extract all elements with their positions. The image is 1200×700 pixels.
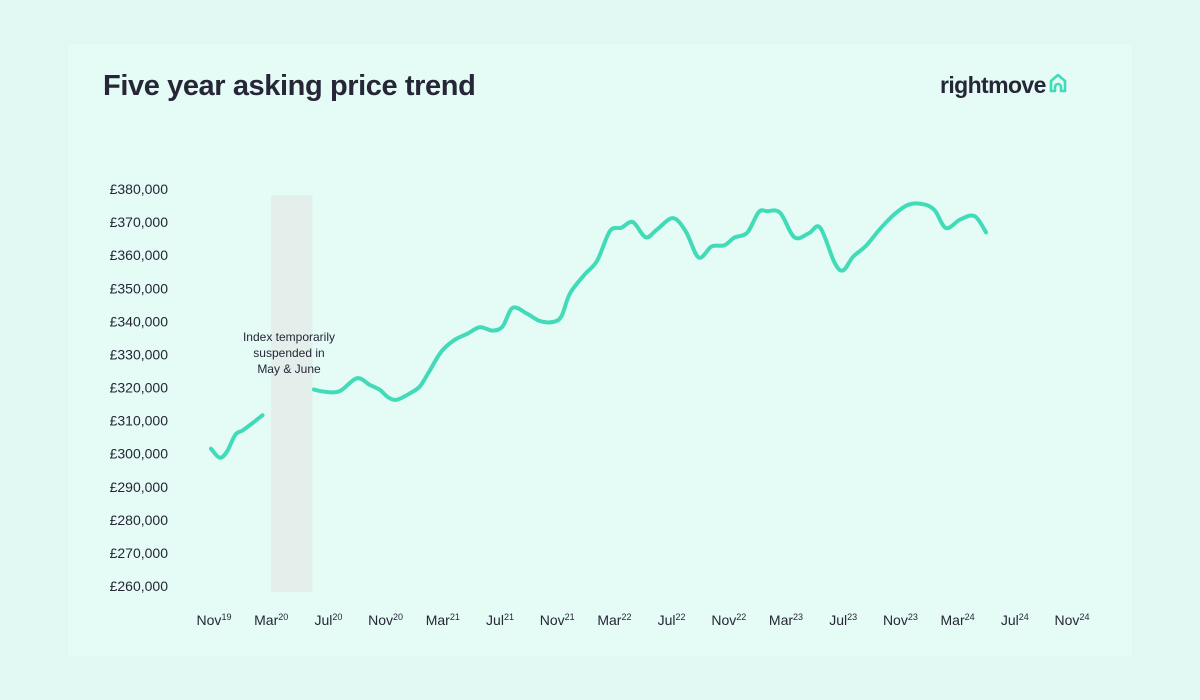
x-tick-label: Nov19 bbox=[197, 612, 232, 628]
x-tick-label: Nov23 bbox=[883, 612, 918, 628]
x-tick-label: Mar20 bbox=[254, 612, 288, 628]
x-tick-label: Mar24 bbox=[941, 612, 975, 628]
x-tick-label: Jul24 bbox=[1001, 612, 1029, 628]
y-tick-label: £320,000 bbox=[110, 380, 169, 396]
y-tick-label: £280,000 bbox=[110, 512, 169, 528]
y-tick-label: £310,000 bbox=[110, 413, 169, 429]
chart-card bbox=[68, 44, 1132, 656]
suspension-note-line: Index temporarily bbox=[243, 330, 335, 344]
y-tick-label: £380,000 bbox=[110, 181, 169, 197]
y-tick-label: £290,000 bbox=[110, 479, 169, 495]
x-tick-label: Mar21 bbox=[426, 612, 460, 628]
chart-title: Five year asking price trend bbox=[103, 70, 476, 102]
y-tick-label: £340,000 bbox=[110, 313, 169, 329]
x-tick-label: Jul21 bbox=[486, 612, 514, 628]
y-tick-label: £300,000 bbox=[110, 446, 169, 462]
y-tick-label: £270,000 bbox=[110, 545, 169, 561]
x-tick-label: Mar23 bbox=[769, 612, 803, 628]
series-line bbox=[311, 201, 989, 402]
y-tick-label: £350,000 bbox=[110, 280, 169, 296]
suspension-note-line: May & June bbox=[257, 362, 321, 376]
x-tick-label: Jul23 bbox=[829, 612, 857, 628]
x-tick-label: Nov20 bbox=[368, 612, 403, 628]
suspension-band bbox=[271, 195, 313, 592]
x-tick-label: Mar22 bbox=[597, 612, 631, 628]
house-outline-icon bbox=[1049, 73, 1067, 93]
suspension-note-line: suspended in bbox=[253, 346, 324, 360]
x-tick-label: Jul20 bbox=[314, 612, 342, 628]
brand-logo[interactable]: rightmove bbox=[940, 72, 1068, 99]
brand-name: rightmove bbox=[940, 72, 1046, 98]
y-tick-label: £370,000 bbox=[110, 214, 169, 230]
x-tick-label: Nov21 bbox=[540, 612, 575, 628]
x-tick-label: Nov24 bbox=[1055, 612, 1090, 628]
x-tick-label: Nov22 bbox=[711, 612, 746, 628]
series-line bbox=[209, 413, 265, 460]
y-tick-label: £260,000 bbox=[110, 578, 169, 594]
y-tick-label: £360,000 bbox=[110, 247, 169, 263]
y-tick-label: £330,000 bbox=[110, 346, 169, 362]
x-tick-label: Jul22 bbox=[658, 612, 686, 628]
